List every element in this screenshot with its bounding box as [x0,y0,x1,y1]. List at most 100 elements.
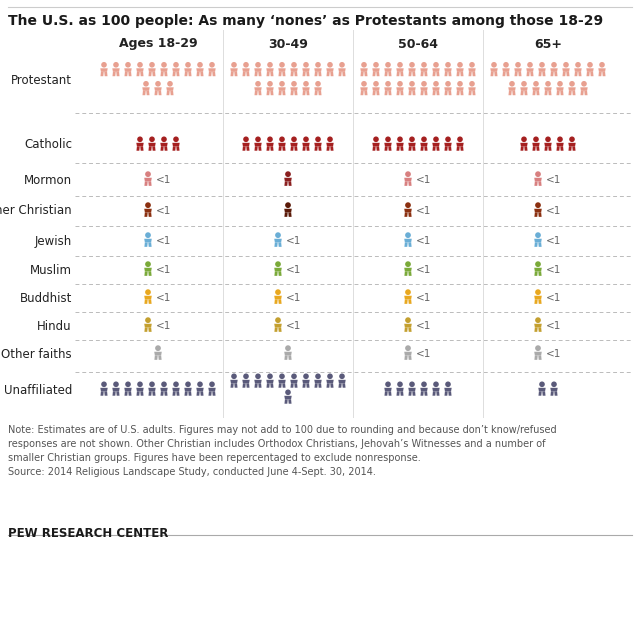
Polygon shape [372,72,376,76]
Polygon shape [278,328,282,332]
Polygon shape [148,212,152,217]
Text: PEW RESEARCH CENTER: PEW RESEARCH CENTER [8,527,168,540]
Circle shape [445,382,451,387]
Polygon shape [152,146,156,150]
Polygon shape [432,87,440,91]
Circle shape [545,81,551,86]
Polygon shape [243,384,246,388]
Circle shape [303,137,309,142]
Polygon shape [360,72,364,76]
Polygon shape [534,243,538,247]
Circle shape [149,137,155,142]
Polygon shape [285,399,288,404]
Circle shape [291,62,297,67]
Circle shape [433,62,439,67]
Polygon shape [184,391,188,396]
Circle shape [581,81,587,86]
Text: <1: <1 [156,321,172,331]
Polygon shape [254,69,262,72]
Polygon shape [534,178,542,182]
Polygon shape [385,72,388,76]
Polygon shape [436,146,440,150]
Polygon shape [568,146,572,150]
Text: <1: <1 [416,349,431,359]
Circle shape [145,232,151,238]
Circle shape [161,62,167,67]
Polygon shape [278,380,285,384]
Polygon shape [433,91,436,95]
Polygon shape [408,69,416,72]
Circle shape [231,373,237,379]
Polygon shape [568,87,576,91]
Polygon shape [143,91,146,95]
Polygon shape [255,384,258,388]
Polygon shape [572,146,575,150]
Text: Hindu: Hindu [37,319,72,333]
Text: Muslim: Muslim [30,264,72,276]
Text: Ages 18-29: Ages 18-29 [118,37,197,51]
Text: Catholic: Catholic [24,138,72,152]
Polygon shape [376,146,380,150]
Polygon shape [173,391,176,396]
Polygon shape [550,69,557,72]
Polygon shape [278,384,282,388]
Polygon shape [404,182,408,186]
Polygon shape [314,87,322,91]
Polygon shape [372,143,380,146]
Polygon shape [172,388,180,391]
Polygon shape [100,391,104,396]
Circle shape [469,81,475,86]
Polygon shape [376,72,380,76]
Polygon shape [509,91,512,95]
Polygon shape [164,146,168,150]
Polygon shape [502,72,506,76]
Polygon shape [372,91,376,95]
Text: <1: <1 [156,206,172,216]
Circle shape [209,62,215,67]
Text: <1: <1 [156,236,172,246]
Polygon shape [154,352,162,356]
Polygon shape [208,388,216,391]
Polygon shape [494,72,497,76]
Circle shape [315,81,321,86]
Circle shape [267,62,273,67]
Polygon shape [314,380,322,384]
Polygon shape [148,72,152,76]
Polygon shape [404,324,412,328]
Polygon shape [314,69,322,72]
Polygon shape [275,271,278,276]
Polygon shape [282,146,285,150]
Polygon shape [545,91,548,95]
Polygon shape [548,91,552,95]
Circle shape [373,62,379,67]
Polygon shape [274,268,282,271]
Polygon shape [124,388,132,391]
Polygon shape [266,87,274,91]
Polygon shape [538,72,541,76]
Polygon shape [436,72,440,76]
Polygon shape [307,72,310,76]
Polygon shape [397,91,400,95]
Polygon shape [230,69,237,72]
Polygon shape [490,72,493,76]
Polygon shape [148,143,156,146]
Polygon shape [538,328,541,332]
Polygon shape [196,388,204,391]
Polygon shape [136,69,144,72]
Circle shape [243,137,249,142]
Polygon shape [396,388,404,391]
Polygon shape [152,72,156,76]
Polygon shape [515,72,518,76]
Circle shape [535,203,541,208]
Polygon shape [284,178,292,182]
Polygon shape [166,87,173,91]
Polygon shape [278,69,285,72]
Circle shape [291,137,297,142]
Polygon shape [160,388,168,391]
Circle shape [285,345,291,351]
Circle shape [327,137,333,142]
Text: <1: <1 [416,321,431,331]
Polygon shape [376,91,380,95]
Polygon shape [148,146,152,150]
Circle shape [397,81,403,86]
